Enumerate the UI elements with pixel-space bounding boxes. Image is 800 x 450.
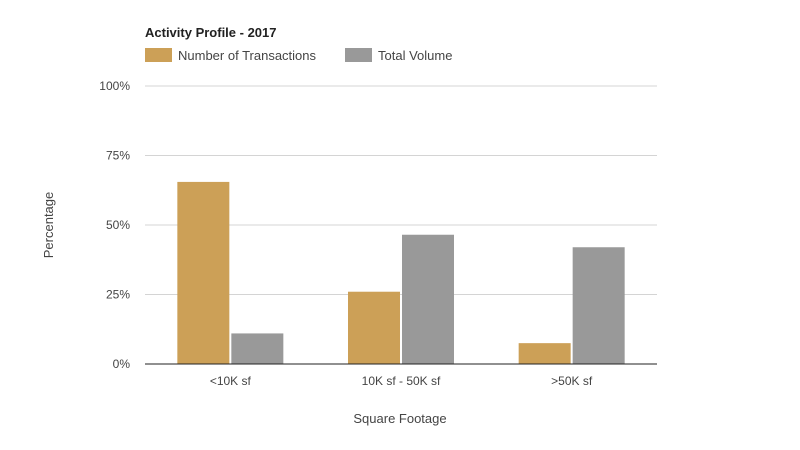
legend-swatch <box>345 48 372 62</box>
legend-swatch <box>145 48 172 62</box>
y-tick-label: 100% <box>99 79 130 93</box>
y-tick-label: 0% <box>113 357 131 371</box>
x-tick-labels: <10K sf 10K sf - 50K sf >50K sf <box>210 374 593 388</box>
x-axis-title: Square Footage <box>353 411 446 426</box>
legend: Number of Transactions Total Volume <box>145 48 452 63</box>
x-tick-label: 10K sf - 50K sf <box>362 374 441 388</box>
y-tick-labels: 0% 25% 50% 75% 100% <box>99 79 130 371</box>
x-tick-label: >50K sf <box>551 374 593 388</box>
y-tick-label: 50% <box>106 218 130 232</box>
x-tick-label: <10K sf <box>210 374 252 388</box>
bar-volume <box>231 333 284 364</box>
bar-volume <box>572 247 625 364</box>
chart-title: Activity Profile - 2017 <box>145 25 277 40</box>
bar-volume <box>402 234 454 364</box>
bar-transactions <box>177 181 230 364</box>
y-axis-title: Percentage <box>41 192 56 259</box>
y-tick-label: 25% <box>106 288 130 302</box>
gridlines <box>145 85 657 295</box>
bar-transactions <box>348 291 400 364</box>
bars <box>145 181 657 365</box>
bar-transactions <box>518 343 571 364</box>
legend-label: Total Volume <box>378 48 452 63</box>
y-tick-label: 75% <box>106 149 130 163</box>
legend-label: Number of Transactions <box>178 48 317 63</box>
